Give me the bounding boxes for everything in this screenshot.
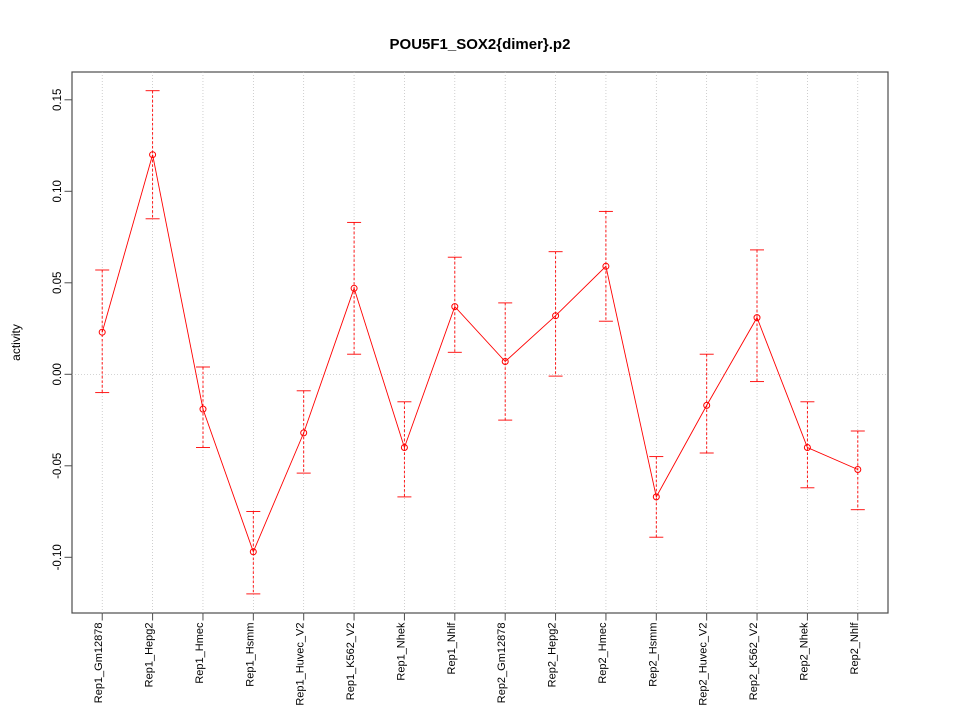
svg-text:Rep2_Nhlf: Rep2_Nhlf [849, 622, 861, 675]
svg-text:-0.10: -0.10 [52, 544, 64, 570]
svg-text:Rep2_Hepg2: Rep2_Hepg2 [547, 623, 559, 688]
svg-text:Rep1_Hepg2: Rep1_Hepg2 [144, 623, 156, 688]
svg-text:Rep1_Gm12878: Rep1_Gm12878 [93, 623, 105, 704]
svg-text:Rep1_Hsmm: Rep1_Hsmm [244, 623, 256, 687]
svg-text:Rep1_Nhek: Rep1_Nhek [395, 622, 407, 681]
svg-text:activity: activity [9, 324, 23, 361]
svg-text:Rep2_Gm12878: Rep2_Gm12878 [496, 623, 508, 704]
svg-text:POU5F1_SOX2{dimer}.p2: POU5F1_SOX2{dimer}.p2 [390, 36, 571, 53]
svg-text:0.10: 0.10 [52, 180, 64, 202]
svg-text:0.00: 0.00 [52, 363, 64, 385]
svg-text:Rep2_Huvec_V2: Rep2_Huvec_V2 [698, 623, 710, 706]
svg-text:Rep1_Hmec: Rep1_Hmec [194, 622, 206, 684]
svg-text:-0.05: -0.05 [52, 453, 64, 479]
svg-text:0.15: 0.15 [52, 89, 64, 111]
svg-text:0.05: 0.05 [52, 272, 64, 294]
svg-text:Rep2_Nhek: Rep2_Nhek [798, 622, 810, 681]
svg-text:Rep2_Hmec: Rep2_Hmec [597, 622, 609, 684]
svg-text:Rep1_Nhlf: Rep1_Nhlf [446, 622, 458, 675]
svg-text:Rep2_K562_V2: Rep2_K562_V2 [748, 623, 760, 701]
svg-text:Rep2_Hsmm: Rep2_Hsmm [647, 623, 659, 687]
svg-text:Rep1_Huvec_V2: Rep1_Huvec_V2 [295, 623, 307, 706]
svg-text:Rep1_K562_V2: Rep1_K562_V2 [345, 623, 357, 701]
